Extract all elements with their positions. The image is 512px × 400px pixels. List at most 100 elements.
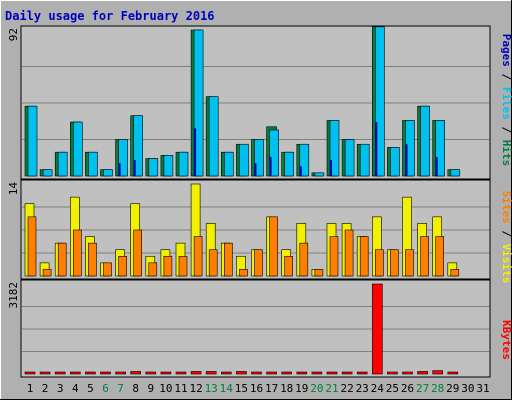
x-tick-label-day-4: 4 [72,382,79,395]
bar-kbytes-day-22 [341,371,353,375]
x-tick-label-day-15: 15 [235,382,248,395]
bar-sites-day-26 [405,249,414,277]
bar-pages-day-12 [194,128,197,176]
chart-title: Daily usage for February 2016 [5,9,215,23]
chart-panels: 92 14 3182 [7,25,491,378]
bar-files-day-18 [284,151,295,177]
bar-files-day-24 [374,26,385,177]
bar-kbytes-day-14 [221,371,232,375]
bar-sites-day-18 [284,255,294,277]
bar-kbytes-day-10 [160,371,172,375]
bar-files-day-27 [420,105,430,177]
panel-max-label: 92 [7,28,20,41]
bar-kbytes-day-17 [266,371,277,375]
bar-files-day-4 [73,121,83,177]
bar-pages-day-8 [133,160,136,176]
bar-sites-day-27 [420,236,429,277]
bar-pages-day-28 [435,156,438,176]
bar-sites-day-7 [118,255,127,277]
bar-files-day-11 [178,151,189,177]
bar-pages-day-16 [254,163,257,176]
bar-kbytes-day-2 [39,371,51,375]
panel-pages-files-hits: 92 [7,25,491,180]
x-tick-label-day-13: 13 [205,382,218,395]
side-label-separator: / [500,224,512,244]
bar-sites-day-17 [269,216,278,277]
bar-kbytes-day-9 [145,371,157,375]
side-label-kbytes: KBytes [500,320,512,360]
bar-kbytes-day-27 [417,371,428,375]
bar-sites-day-25 [390,249,399,277]
bar-files-day-9 [148,158,159,177]
x-tick-label-day-22: 22 [340,382,353,395]
bar-kbytes-day-23 [356,371,368,375]
bar-files-day-19 [299,143,310,177]
bar-files-day-2 [42,169,53,177]
bar-sites-day-9 [148,262,158,277]
bar-sites-day-2 [42,269,52,277]
x-tick-label-day-6: 6 [102,382,109,395]
bar-pages-day-21 [330,160,332,176]
bar-sites-day-23 [359,236,369,277]
bar-kbytes-day-25 [387,371,398,375]
x-tick-label-day-26: 26 [401,382,414,395]
bar-kbytes-day-4 [70,371,81,375]
side-label-visits: Visits [500,244,512,284]
x-tick-label-day-1: 1 [27,382,34,395]
bar-files-day-6 [103,169,113,177]
bar-kbytes-day-13 [205,371,217,375]
panel-max-label: 3182 [7,282,20,309]
bar-kbytes-day-16 [251,371,262,375]
side-label-pages: Pages [500,34,512,67]
bar-kbytes-day-7 [115,371,126,375]
bar-kbytes-day-19 [296,371,308,375]
x-tick-label-day-17: 17 [265,382,278,395]
side-label-hits: Hits [500,140,512,167]
bar-sites-day-21 [329,236,339,277]
bar-pages-day-7 [118,163,121,176]
bar-files-day-16 [254,139,264,177]
bar-kbytes-day-29 [447,371,459,375]
x-tick-label-day-21: 21 [325,382,338,395]
x-tick-label-day-3: 3 [57,382,64,395]
bar-files-day-5 [88,151,98,177]
bar-kbytes-day-28 [432,370,444,375]
bar-files-day-1 [27,105,38,177]
bar-sites-day-1 [27,216,37,277]
bar-kbytes-day-6 [100,371,111,375]
bar-sites-day-19 [299,242,309,277]
x-tick-label-day-9: 9 [147,382,154,395]
x-tick-label-day-25: 25 [386,382,399,395]
bar-kbytes-day-24 [371,283,383,375]
bar-files-day-7 [118,139,128,177]
bar-sites-day-15 [239,269,248,277]
bar-sites-day-13 [208,249,218,277]
bar-sites-day-22 [344,229,354,277]
bar-sites-day-5 [88,242,97,277]
bar-files-day-3 [57,151,68,177]
bar-files-day-12 [193,29,204,177]
x-tick-label-day-28: 28 [431,382,444,395]
bar-files-day-28 [435,120,446,177]
bar-pages-day-24 [375,122,378,176]
bar-kbytes-day-20 [311,371,323,375]
bar-kbytes-day-1 [24,371,36,375]
bar-files-day-20 [314,172,325,177]
bar-sites-day-20 [314,269,324,277]
panel-max-label: 14 [7,182,20,196]
bar-sites-day-4 [73,229,82,277]
bar-sites-day-28 [435,236,445,277]
bar-files-day-25 [390,147,400,177]
bar-sites-day-8 [133,229,142,277]
bar-sites-day-12 [193,236,203,277]
x-tick-label-day-7: 7 [117,382,124,395]
bar-files-day-13 [208,96,219,177]
bar-files-day-23 [359,143,370,177]
bar-kbytes-day-3 [54,371,66,375]
panel-side-labels: Pages / Files / Hits Sites / Visits KBytes [500,34,512,360]
x-tick-label-day-11: 11 [174,382,187,395]
x-tick-label-day-24: 24 [371,382,385,395]
bar-sites-day-10 [163,255,173,277]
bar-sites-day-14 [224,242,233,277]
